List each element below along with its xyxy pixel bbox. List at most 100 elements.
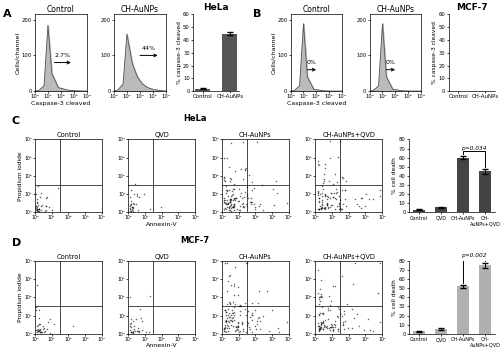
Title: CH-AuNPs+QVD: CH-AuNPs+QVD bbox=[322, 254, 375, 260]
Point bbox=[42, 195, 50, 200]
Point bbox=[221, 205, 229, 211]
Point bbox=[314, 195, 322, 201]
Point bbox=[224, 207, 232, 213]
Point bbox=[132, 191, 140, 197]
Point bbox=[226, 197, 234, 203]
Point bbox=[316, 324, 324, 330]
Point bbox=[146, 206, 154, 212]
Point bbox=[221, 322, 229, 328]
Point bbox=[336, 311, 344, 317]
Point bbox=[130, 204, 138, 209]
Point bbox=[228, 205, 236, 210]
Point bbox=[230, 309, 238, 315]
Point bbox=[238, 139, 246, 145]
Point bbox=[335, 201, 343, 207]
Point bbox=[32, 207, 40, 213]
Point bbox=[318, 292, 326, 297]
Point bbox=[225, 325, 233, 330]
Y-axis label: % caspase-3 cleaved: % caspase-3 cleaved bbox=[432, 21, 437, 84]
Point bbox=[315, 311, 323, 317]
Point bbox=[318, 204, 326, 210]
Point bbox=[314, 290, 322, 295]
Y-axis label: % cell death: % cell death bbox=[392, 158, 398, 194]
Point bbox=[283, 201, 291, 206]
Point bbox=[229, 204, 237, 209]
Point bbox=[318, 186, 326, 192]
Point bbox=[336, 194, 344, 199]
Title: Control: Control bbox=[302, 5, 330, 14]
Point bbox=[242, 191, 250, 197]
Bar bbox=[412, 331, 425, 334]
Point bbox=[332, 322, 340, 328]
Point bbox=[340, 326, 348, 332]
Point bbox=[35, 206, 43, 212]
Point bbox=[369, 196, 377, 201]
Point bbox=[230, 195, 237, 201]
Point bbox=[341, 188, 349, 194]
Point bbox=[333, 313, 341, 319]
Point bbox=[238, 326, 246, 332]
Point bbox=[40, 325, 48, 331]
Point bbox=[230, 208, 238, 213]
Point bbox=[226, 313, 234, 318]
Point bbox=[36, 326, 44, 332]
Point bbox=[256, 201, 264, 207]
Point bbox=[232, 169, 239, 174]
Point bbox=[46, 330, 54, 336]
Point bbox=[274, 190, 281, 196]
Point bbox=[235, 303, 243, 309]
Point bbox=[37, 330, 45, 335]
Point bbox=[226, 204, 234, 210]
Point bbox=[232, 325, 239, 330]
Point bbox=[36, 329, 44, 335]
Point bbox=[253, 322, 261, 327]
Point bbox=[315, 327, 323, 333]
Point bbox=[34, 206, 42, 211]
Point bbox=[338, 313, 346, 319]
Point bbox=[320, 324, 328, 330]
Text: HeLa: HeLa bbox=[184, 114, 207, 123]
Point bbox=[314, 312, 322, 318]
Point bbox=[242, 319, 250, 325]
Point bbox=[314, 323, 322, 328]
Point bbox=[158, 204, 166, 210]
Point bbox=[226, 193, 234, 199]
Point bbox=[223, 322, 231, 328]
Point bbox=[226, 273, 234, 279]
Point bbox=[228, 201, 235, 206]
Point bbox=[130, 323, 138, 329]
Point bbox=[316, 199, 324, 204]
Point bbox=[243, 322, 251, 328]
Point bbox=[226, 208, 234, 213]
Point bbox=[318, 311, 326, 317]
Point bbox=[374, 290, 382, 295]
Point bbox=[220, 177, 228, 183]
Point bbox=[314, 162, 322, 167]
Point bbox=[42, 203, 50, 209]
Point bbox=[229, 197, 237, 203]
Point bbox=[126, 323, 134, 329]
Point bbox=[225, 314, 233, 320]
Point bbox=[42, 195, 50, 201]
Point bbox=[318, 325, 326, 331]
Point bbox=[236, 193, 244, 199]
Point bbox=[334, 304, 342, 309]
Point bbox=[331, 171, 339, 177]
Point bbox=[318, 202, 326, 208]
Point bbox=[226, 322, 234, 328]
Point bbox=[35, 328, 43, 334]
Point bbox=[319, 326, 327, 332]
Title: CH-AuNPs+QVD: CH-AuNPs+QVD bbox=[322, 132, 375, 138]
Point bbox=[220, 197, 228, 203]
Point bbox=[229, 203, 237, 209]
Point bbox=[357, 205, 365, 211]
Point bbox=[274, 326, 282, 331]
Point bbox=[233, 326, 241, 331]
Point bbox=[326, 195, 334, 201]
Point bbox=[327, 324, 335, 330]
Point bbox=[134, 325, 142, 330]
Point bbox=[314, 267, 322, 272]
Point bbox=[223, 288, 231, 293]
Point bbox=[225, 310, 233, 316]
Point bbox=[322, 206, 330, 211]
